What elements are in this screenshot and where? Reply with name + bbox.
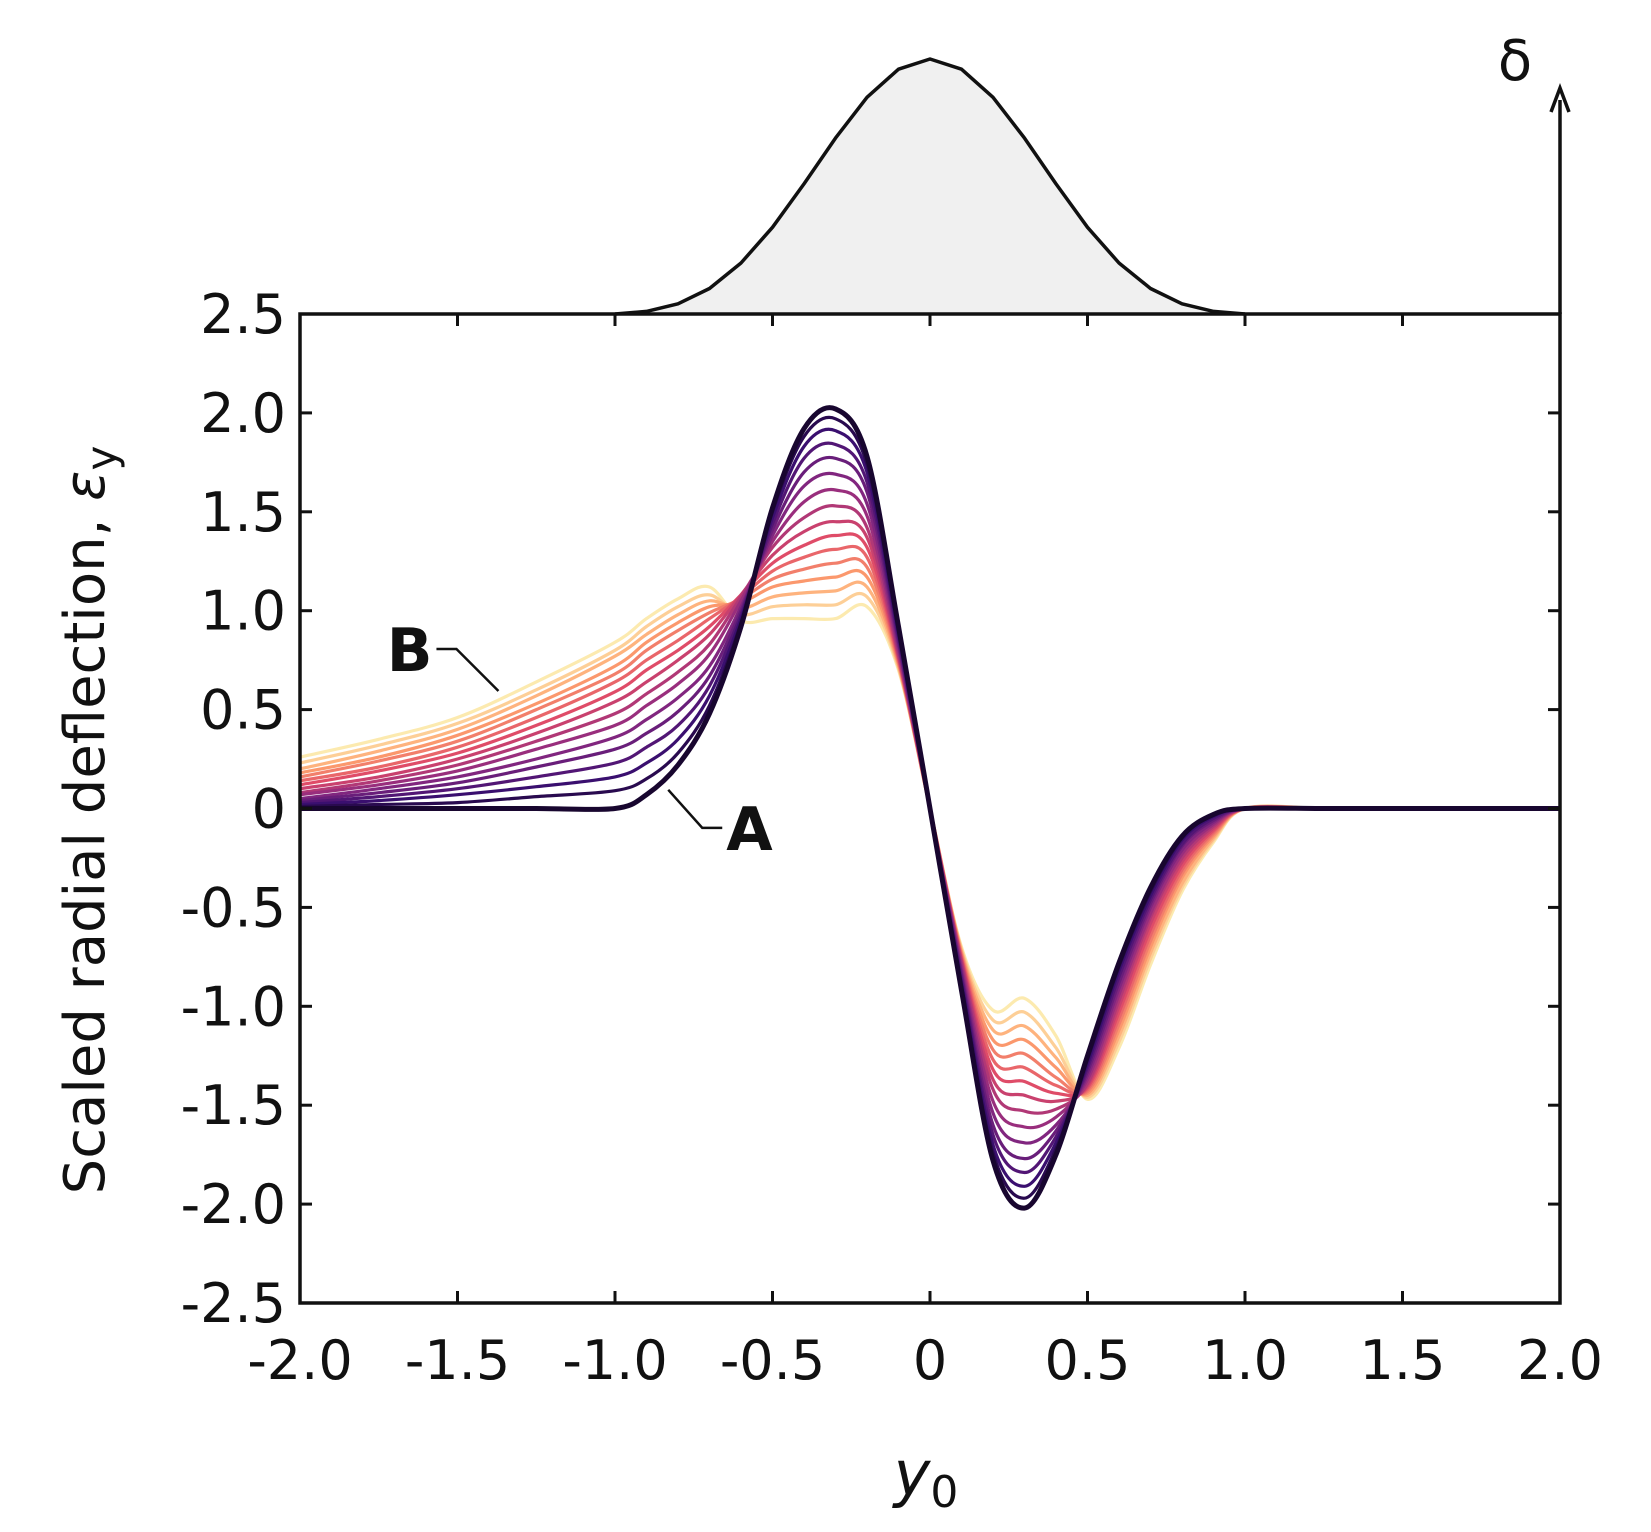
y-tick-label: -2.5	[181, 1272, 286, 1335]
y-axis-subscript: y	[77, 446, 126, 471]
y-axis-title: Scaled radial deflection, εy	[53, 446, 126, 1195]
x-tick-label: 0.5	[1045, 1329, 1131, 1392]
y-tick-label: 1.5	[200, 481, 286, 544]
delta-label: δ	[1498, 29, 1532, 94]
annotation-label-a: A	[726, 795, 773, 865]
annotation-label-b: B	[387, 616, 433, 686]
x-tick-label: -0.5	[720, 1329, 825, 1392]
curve-annotations: AB	[387, 616, 774, 865]
x-tick-label: -1.5	[405, 1329, 510, 1392]
x-tick-label: 2.0	[1517, 1329, 1603, 1392]
delta-axis-arrow	[1549, 83, 1571, 113]
series-line-1	[300, 405, 1560, 1211]
y-tick-label: -1.5	[181, 1074, 286, 1137]
series-lines	[299, 405, 1560, 1211]
series-line-15	[299, 591, 1560, 1099]
series-line-14	[299, 580, 1560, 1097]
y-axis-title-text: Scaled radial deflection,	[53, 501, 118, 1195]
x-tick-label: 0	[913, 1329, 947, 1392]
x-tick-label: 1.0	[1202, 1329, 1288, 1392]
x-axis-title: y0	[892, 1437, 959, 1518]
y-tick-label: 2.5	[200, 283, 286, 346]
x-axis: -2.0 -1.5 -1.0 -0.5 0 0.5 1.0 1.5 2.0	[247, 314, 1603, 1392]
series-line-13	[299, 568, 1560, 1096]
x-tick-label: -1.0	[562, 1329, 667, 1392]
y-tick-label: -2.0	[181, 1173, 286, 1236]
series-line-16	[299, 584, 1560, 1101]
y-axis-symbol: ε	[53, 471, 118, 501]
x-axis-symbol: y	[892, 1437, 932, 1510]
delta-profile-inset	[614, 57, 1571, 316]
y-tick-label: 2.0	[200, 382, 286, 445]
delta-profile-line	[614, 57, 1246, 316]
x-tick-label: 1.5	[1360, 1329, 1446, 1392]
annotation-leader-b	[436, 647, 500, 692]
x-axis-subscript: 0	[930, 1467, 958, 1518]
series-line-12	[299, 557, 1560, 1096]
y-axis: 2.5 2.0 1.5 1.0 0.5 0 -0.5 -1.0 -1.5 -2.0 -2.5	[181, 283, 1560, 1335]
y-tick-label: 0.5	[200, 679, 286, 742]
y-tick-label: -0.5	[181, 876, 286, 939]
y-tick-label: -1.0	[181, 975, 286, 1038]
y-tick-label: 1.0	[200, 580, 286, 643]
delta-profile-fill	[615, 59, 1245, 314]
x-tick-label: -2.0	[247, 1329, 352, 1392]
y-tick-label: 0	[252, 778, 286, 841]
annotation-leader-a	[667, 788, 723, 830]
